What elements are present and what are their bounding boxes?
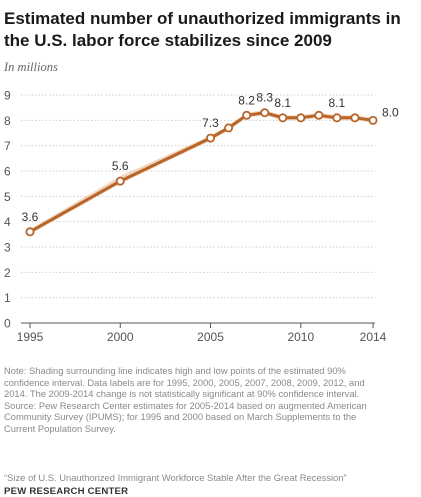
data-label: 8.2 <box>238 93 255 107</box>
data-label: 8.3 <box>256 91 273 105</box>
y-tick-label: 0 <box>4 317 11 331</box>
source-line: Community Survey (IPUMS); for 1995 and 2… <box>4 411 357 423</box>
data-point <box>368 115 378 125</box>
y-axis-tick-labels: 0 1 2 3 4 5 6 7 8 9 <box>4 89 11 331</box>
data-point <box>350 113 360 123</box>
x-tick-label: 2014 <box>360 330 387 344</box>
y-tick-label: 3 <box>4 241 11 255</box>
data-labels: 3.65.67.38.2 8.3 8.1 8.18.0 <box>22 91 399 224</box>
note-line: 2014. The 2009-2014 change is not statis… <box>4 388 360 400</box>
data-point <box>115 176 125 186</box>
note-line: confidence interval. Data labels are for… <box>4 376 365 388</box>
data-point <box>242 110 252 120</box>
data-point <box>278 113 288 123</box>
series-line <box>29 111 374 234</box>
data-point <box>25 227 35 237</box>
data-points <box>25 108 378 237</box>
y-tick-label: 9 <box>4 89 11 103</box>
data-label: 8.0 <box>382 105 399 119</box>
y-tick-label: 5 <box>4 190 11 204</box>
y-tick-label: 8 <box>4 114 11 128</box>
unauthorized-workers-line <box>29 111 374 234</box>
data-label: 7.3 <box>202 116 219 130</box>
data-label: 5.6 <box>112 159 129 173</box>
data-point <box>296 113 306 123</box>
x-tick-label: 1995 <box>17 330 44 344</box>
data-point <box>332 113 342 123</box>
report-title: “Size of U.S. Unauthorized Immigrant Wor… <box>4 472 347 483</box>
data-point <box>224 123 234 133</box>
chart-subtitle: In millions <box>4 60 58 74</box>
x-axis: 1995 2000 2005 2010 2014 <box>17 322 387 344</box>
data-point <box>314 110 324 120</box>
x-tick-label: 2000 <box>107 330 134 344</box>
chart-title: Estimated number of unauthorized immigra… <box>4 9 401 50</box>
source-line: Source: Pew Research Center estimates fo… <box>4 399 367 411</box>
data-label: 8.1 <box>274 96 291 110</box>
line-chart: 0 1 2 3 4 5 6 7 8 9 1995 2000 2005 2010 2014 3.6 5.6 7.… <box>4 89 399 345</box>
data-point <box>206 133 216 143</box>
y-tick-label: 2 <box>4 266 11 280</box>
y-tick-label: 4 <box>4 215 11 229</box>
data-label: 3.6 <box>22 210 39 224</box>
source-line: Current Population Survey. <box>4 422 116 434</box>
y-tick-label: 1 <box>4 291 11 305</box>
data-point <box>260 108 270 118</box>
gridlines <box>21 94 375 299</box>
y-tick-label: 7 <box>4 139 11 153</box>
x-tick-label: 2005 <box>197 330 224 344</box>
note-line: Note: Shading surrounding line indicates… <box>4 365 346 376</box>
x-tick-label: 2010 <box>287 330 314 344</box>
y-tick-label: 6 <box>4 165 11 179</box>
chart-note: Note: Shading surrounding line indicates… <box>4 365 416 435</box>
data-label: 8.1 <box>329 96 346 110</box>
